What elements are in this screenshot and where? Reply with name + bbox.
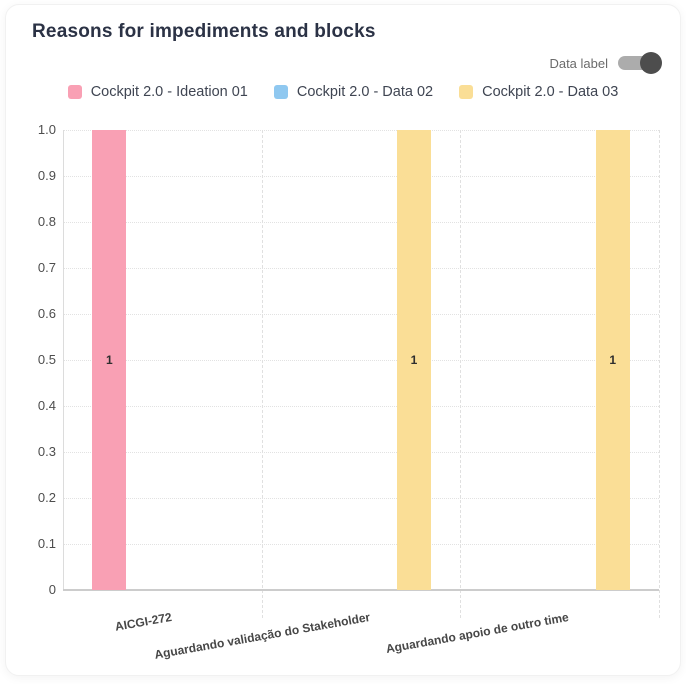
legend-swatch-icon [459, 85, 474, 99]
gridline [63, 360, 659, 361]
x-axis-category-label: Aguardando apoio de outro time [385, 610, 571, 656]
bar-data-label: 1 [609, 353, 616, 367]
y-axis-tick-label: 0.3 [37, 444, 56, 459]
gridline [63, 176, 659, 177]
legend-item-label: Cockpit 2.0 - Data 03 [482, 84, 619, 100]
data-label-toggle-row: Data label [549, 52, 662, 74]
y-axis-tick-label: 0.8 [37, 214, 56, 229]
y-axis-tick-label: 0.5 [37, 352, 56, 367]
category-separator [659, 130, 660, 618]
toggle-knob-icon [640, 52, 662, 74]
y-axis-line [63, 130, 64, 590]
gridline [63, 268, 659, 269]
bar-aguardando-validação-do-stakeholder[interactable] [397, 130, 431, 590]
gridline [63, 452, 659, 453]
legend-item-1[interactable]: Cockpit 2.0 - Data 02 [273, 84, 434, 100]
y-axis-tick-label: 0.6 [37, 306, 56, 321]
category-separator [261, 130, 263, 618]
plot-area: 1.0 0.9 0.8 0.7 0.6 0.5 0.4 0.3 0.2 0.1 0 1 AICGI-27… [38, 122, 660, 662]
data-label-toggle-label: Data label [549, 55, 608, 71]
x-axis-category-label: AICGI-272 [113, 610, 173, 634]
x-axis-line [63, 589, 659, 591]
legend-item-label: Cockpit 2.0 - Data 02 [296, 84, 434, 100]
y-axis-tick-label: 0.4 [37, 398, 56, 413]
legend-swatch-icon [67, 85, 82, 99]
chart-card: Reasons for impediments and blocks Data … [5, 4, 681, 676]
gridline [63, 498, 659, 499]
y-axis-tick-label: 0.9 [37, 168, 56, 183]
bar-data-label: 1 [410, 353, 418, 367]
gridline [63, 222, 659, 223]
y-axis-tick-label: 0.1 [37, 536, 56, 551]
chart-title: Reasons for impediments and blocks [32, 21, 376, 42]
legend-item-0[interactable]: Cockpit 2.0 - Ideation 01 [67, 84, 248, 100]
legend-swatch-icon [273, 85, 288, 99]
y-axis-tick-label: 0.7 [37, 260, 56, 275]
legend-item-label: Cockpit 2.0 - Ideation 01 [90, 84, 248, 100]
legend-item-2[interactable]: Cockpit 2.0 - Data 03 [459, 84, 618, 100]
bar-aguardando-apoio-de-outro-time[interactable] [595, 130, 630, 590]
gridline [63, 130, 659, 131]
bar-data-label: 1 [105, 353, 113, 367]
y-axis-tick-label: 0 [48, 582, 56, 597]
bar-aicgi-272[interactable] [92, 130, 127, 590]
y-axis-tick-label: 1.0 [37, 122, 56, 137]
gridline [63, 314, 659, 315]
data-label-toggle[interactable] [618, 52, 662, 74]
y-axis-tick-label: 0.2 [37, 490, 56, 505]
category-separator [460, 130, 462, 618]
gridline [63, 544, 659, 545]
chart-legend: Cockpit 2.0 - Ideation 01 Cockpit 2.0 - D… [6, 84, 680, 100]
gridline [63, 406, 659, 407]
